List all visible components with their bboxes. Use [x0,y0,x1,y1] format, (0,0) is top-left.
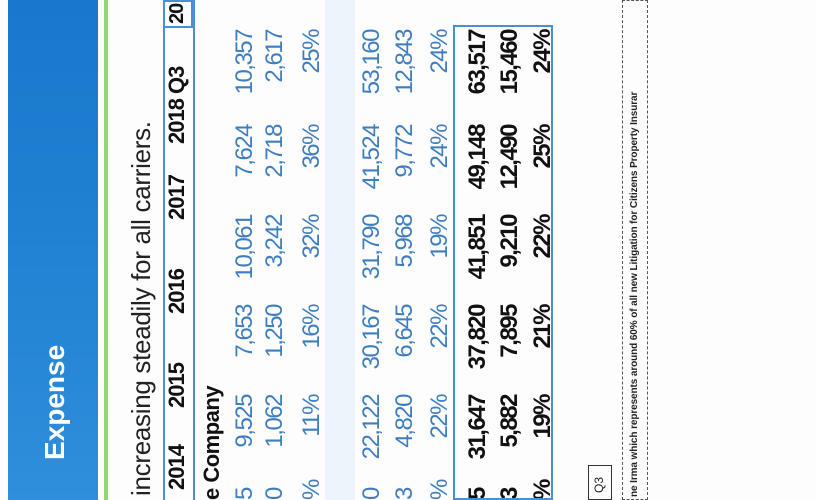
column-header-2018-q3: 2018 Q3 [164,66,189,144]
table-cell: 22% [426,395,453,439]
column-header-box: 20 [163,0,193,28]
table-cell: 19% [426,215,453,259]
table-cell: 12,843 [391,30,418,95]
table-cell: 4,820 [391,395,418,448]
footnote-text: ne Irma which represents around 60% of a… [629,91,640,497]
table-cell: 11% [298,395,325,437]
table-cell: 3,242 [261,215,288,268]
table-row: % 11% 16% 32% 36% 25% [298,0,328,500]
table-row: 0 1,062 1,250 3,242 2,718 2,617 [261,0,291,500]
table-cell: 53,160 [358,30,385,95]
column-header-2015: 2015 [164,363,189,408]
company-label: e Company [199,385,224,500]
table-cell: 32% [298,215,325,259]
table-cell: 31,790 [358,215,385,280]
table-cell: 7,653 [231,305,258,358]
q3-label-box: Q3 [588,465,612,500]
column-header-partial: 20 [166,3,188,24]
table-cell: 5 [231,488,258,500]
table-cell: 3 [391,488,418,500]
table-cell: 2,718 [261,125,288,178]
table-row: % 22% 22% 19% 24% 24% [426,0,456,500]
subtitle: increasing steadily for all carriers. [126,121,156,496]
table-cell: 0 [358,488,385,500]
footnote-box: ne Irma which represents around 60% of a… [622,0,648,500]
banner-title: Expense [39,344,70,460]
table-row: 0 22,122 30,167 31,790 41,524 53,160 [358,0,388,500]
table-cell: 25% [298,30,325,74]
table-cell: 10,357 [231,30,258,95]
table-row: 5 9,525 7,653 10,061 7,624 10,357 [231,0,261,500]
table-cell: 9,772 [391,125,418,178]
column-header-2017: 2017 [164,175,189,220]
table-cell: % [426,480,453,500]
totals-box [453,25,553,500]
row-shading [325,0,355,500]
table-cell: 1,250 [261,305,288,358]
title-banner: Expense [8,0,98,500]
table-cell: 24% [426,125,453,169]
table-cell: 5,968 [391,215,418,268]
table-cell: 2,617 [261,30,288,83]
table-cell: 6,645 [391,305,418,358]
q3-label: Q3 [592,476,606,493]
table-cell: 1,062 [261,395,288,448]
table-cell: 0 [261,488,288,500]
column-header-2016: 2016 [164,269,189,314]
table-cell: 9,525 [231,395,258,448]
table-cell: 41,524 [358,125,385,190]
table-cell: 30,167 [358,305,385,370]
column-header-2014: 2014 [164,445,189,490]
table-row: 3 4,820 6,645 5,968 9,772 12,843 [391,0,421,500]
table-cell: 24% [426,30,453,74]
table-cell: 22% [426,305,453,349]
table-cell: 36% [298,125,325,169]
accent-divider [104,0,108,500]
table-cell: % [298,480,325,500]
header-bottom-border [193,0,195,500]
table-cell: 16% [298,305,325,349]
table-cell: 7,624 [231,125,258,178]
table-cell: 22,122 [358,395,385,460]
table-cell: 10,061 [231,215,258,280]
